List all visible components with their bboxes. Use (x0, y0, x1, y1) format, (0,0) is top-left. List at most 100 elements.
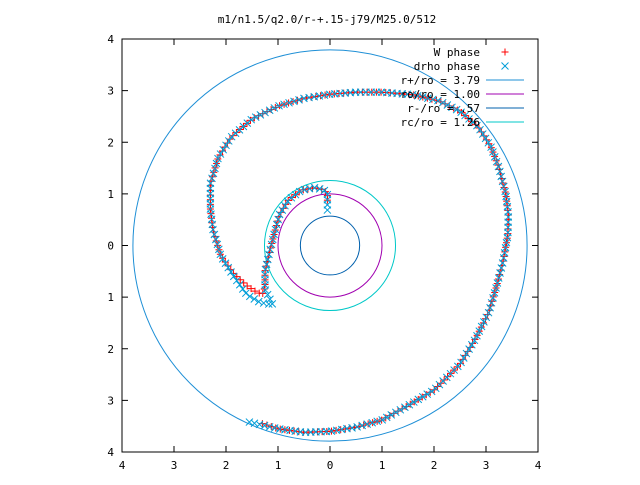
circle-ro (277, 193, 383, 298)
drho-point (268, 300, 277, 308)
reference-circles (132, 49, 528, 442)
drho-point (476, 125, 484, 134)
drho-point (272, 220, 281, 229)
drho-point (227, 132, 236, 141)
drho-point (323, 206, 332, 214)
drho-point (212, 235, 220, 244)
drho-point (492, 284, 500, 292)
drho-point (423, 390, 432, 398)
drho-point (213, 240, 222, 249)
drho-point (373, 417, 382, 426)
drho-point (443, 101, 452, 109)
y-tick-label: 0 (107, 240, 114, 253)
drho-point (493, 279, 502, 287)
drho-point (423, 94, 432, 103)
drho-point (438, 98, 447, 107)
drho-point (490, 289, 499, 297)
drho-point (486, 303, 494, 312)
x-tick-label: 2 (223, 459, 230, 472)
drho-point (263, 255, 272, 264)
w-point (464, 347, 472, 355)
drho-point (499, 182, 508, 191)
drho-point (473, 331, 481, 340)
drho-point (497, 264, 506, 272)
y-tick-label: 3 (107, 394, 114, 407)
drho-point (254, 297, 263, 306)
w-point (223, 139, 231, 147)
x-tick-label: 3 (171, 459, 178, 472)
drho-point (492, 157, 501, 166)
drho-point (418, 392, 427, 401)
legend-label: W phase (434, 46, 480, 59)
drho-point (497, 172, 506, 181)
drho-point (235, 280, 244, 289)
drho-point (405, 400, 414, 409)
drho-point (209, 169, 218, 178)
drho-point (285, 98, 293, 107)
x-tick-label: 1 (275, 459, 282, 472)
drho-point (219, 145, 228, 154)
drho-point (251, 113, 260, 122)
drho-point (278, 206, 287, 214)
w-point (316, 92, 324, 100)
x-tick-label: 4 (119, 459, 126, 472)
x-tick-label: 0 (327, 459, 334, 472)
y-tick-label: 2 (107, 136, 114, 149)
drho-point (275, 101, 283, 110)
drho-point (489, 148, 497, 156)
drho-point (224, 137, 233, 145)
drho-point (262, 260, 271, 269)
drho-point (245, 292, 254, 301)
legend-label: rc/ro = 1.26 (401, 116, 480, 129)
legend-marker (501, 62, 509, 70)
drho-point (382, 413, 391, 422)
drho-point (467, 340, 476, 349)
drho-point (265, 422, 274, 431)
w-point (259, 110, 267, 118)
w-point (394, 407, 402, 415)
y-tick-label: 4 (107, 33, 114, 46)
drho-point (250, 419, 259, 428)
y-tick-label: 1 (107, 291, 114, 304)
drho-point (358, 421, 367, 430)
drho-point (274, 215, 283, 224)
drho-point (210, 230, 219, 239)
drho-point (229, 272, 238, 281)
x-tick-label: 4 (535, 459, 542, 472)
x-tick-label: 3 (483, 459, 490, 472)
y-tick-label: 1 (107, 188, 114, 201)
drho-point (391, 408, 400, 417)
drho-point (315, 184, 324, 193)
w-point (208, 214, 216, 222)
drho-point (490, 152, 499, 161)
drho-point (270, 104, 279, 112)
drho-point (448, 103, 456, 112)
phase-points (206, 88, 513, 437)
drho-point (221, 259, 230, 268)
drho-point (487, 143, 495, 152)
x-tick-label: 1 (379, 459, 386, 472)
drho-point (418, 93, 427, 101)
drho-point (250, 295, 259, 303)
drho-point (457, 108, 465, 117)
drho-point (378, 416, 387, 424)
drho-point (208, 174, 216, 183)
legend-label: r+/ro = 3.79 (401, 74, 480, 87)
w-point (504, 206, 512, 214)
drho-point (271, 225, 280, 234)
drho-point (281, 201, 289, 210)
drho-point (290, 97, 298, 106)
drho-point (212, 159, 221, 168)
x-tick-label: 2 (431, 459, 438, 472)
w-point (477, 128, 485, 136)
drho-point (295, 187, 304, 196)
drho-point (211, 164, 219, 173)
drho-point (241, 289, 250, 298)
drho-point (489, 293, 497, 302)
drho-point (484, 138, 493, 147)
drho-point (214, 245, 223, 254)
drho-point (427, 387, 436, 396)
